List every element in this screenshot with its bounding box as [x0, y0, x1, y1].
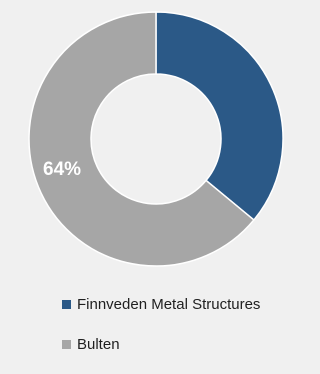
legend-label-finnveden: Finnveden Metal Structures [77, 295, 261, 313]
legend-swatch-bulten [62, 339, 71, 349]
legend-label-bulten: Bulten [77, 335, 120, 353]
data-label-bulten: 64% [43, 159, 81, 180]
slice-finnveden [155, 11, 284, 222]
legend-item-finnveden: Finnveden Metal Structures [62, 294, 260, 314]
donut-chart: 64% [28, 11, 284, 267]
legend: Finnveden Metal Structures Bulten [62, 294, 260, 374]
legend-item-bulten: Bulten [62, 334, 260, 354]
slice-bulten [28, 11, 255, 267]
legend-swatch-finnveden [62, 299, 71, 309]
